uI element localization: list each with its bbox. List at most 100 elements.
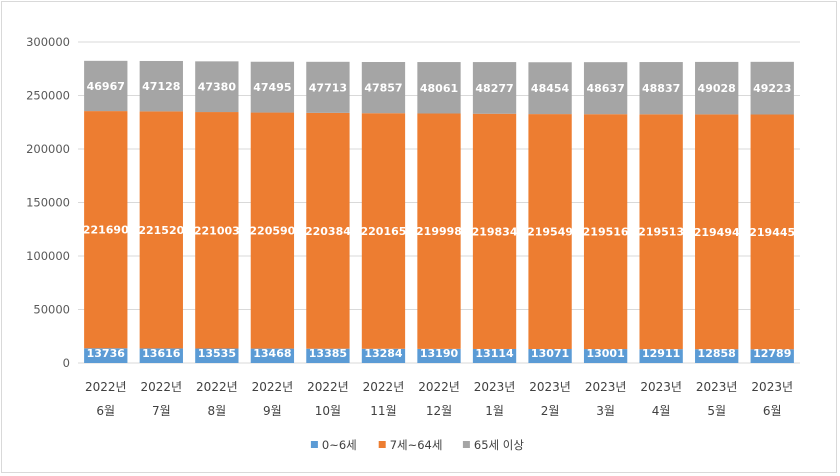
y-tick-label: 150000 xyxy=(26,196,70,210)
bar-segment xyxy=(639,349,683,363)
y-tick-label: 300000 xyxy=(26,35,70,49)
data-label: 220590 xyxy=(249,225,295,238)
bar-segment xyxy=(306,61,350,113)
x-tick-label: 6월 xyxy=(763,404,782,418)
legend-label: 65세 이상 xyxy=(474,438,524,452)
bar-segment xyxy=(583,114,628,350)
x-axis: 2022년 6월 2022년 7월 2022년 8월 2022년 9월 2022년 10월 2022… xyxy=(85,380,793,418)
bar-segment xyxy=(695,114,739,350)
bar-segment xyxy=(472,62,517,114)
data-label: 13385 xyxy=(309,347,347,360)
x-tick-label: 1월 xyxy=(485,404,504,418)
bar-segment xyxy=(361,113,406,349)
x-tick-label: 5월 xyxy=(707,404,726,418)
bar-segment xyxy=(84,60,128,112)
bar-segment xyxy=(195,61,239,113)
bar-segment xyxy=(583,349,628,363)
x-tick-label: 2022년 xyxy=(418,380,460,394)
x-tick-label: 2022년 xyxy=(85,380,127,394)
legend: 0~6세 7세~64세 65세 이상 xyxy=(310,438,524,452)
data-labels: 13736 221690 46967 13616 221520 47128 13535 221… xyxy=(83,80,795,360)
bar-segment xyxy=(472,113,517,349)
data-label: 221520 xyxy=(138,224,184,237)
bar-segment xyxy=(195,112,239,349)
data-label: 13736 xyxy=(87,347,126,360)
x-tick-label: 3월 xyxy=(596,404,615,418)
data-label: 219516 xyxy=(583,226,629,239)
data-label: 13535 xyxy=(198,347,236,360)
legend-label: 0~6세 xyxy=(322,438,357,452)
bar-segment xyxy=(472,348,517,363)
data-label: 46967 xyxy=(87,80,125,93)
y-tick-label: 0 xyxy=(63,356,70,370)
data-label: 13616 xyxy=(142,347,181,360)
bar-segment xyxy=(750,61,794,115)
bar-segment xyxy=(417,113,461,349)
x-tick-label: 2023년 xyxy=(751,380,793,394)
data-label: 49223 xyxy=(753,82,791,95)
data-label: 221690 xyxy=(83,224,129,237)
data-label: 47128 xyxy=(142,80,180,93)
bar-segment xyxy=(139,111,183,349)
data-label: 219549 xyxy=(527,226,573,239)
bar-segment xyxy=(528,114,572,350)
legend-label: 7세~64세 xyxy=(390,438,443,452)
x-tick-label: 12월 xyxy=(426,404,452,418)
data-label: 220165 xyxy=(360,225,406,238)
x-tick-label: 6월 xyxy=(96,404,115,418)
data-label: 47713 xyxy=(309,81,347,94)
data-label: 13284 xyxy=(364,347,403,360)
data-label: 48061 xyxy=(420,82,458,95)
data-label: 47857 xyxy=(364,82,402,95)
data-label: 221003 xyxy=(194,224,240,237)
data-label: 219834 xyxy=(472,225,518,238)
bars xyxy=(84,60,794,363)
bar-segment xyxy=(139,348,183,363)
x-tick-label: 2022년 xyxy=(252,380,294,394)
legend-swatch xyxy=(378,441,386,448)
legend-swatch xyxy=(310,441,318,448)
y-tick-label: 100000 xyxy=(26,249,70,263)
x-tick-label: 9월 xyxy=(263,404,282,418)
x-tick-label: 2023년 xyxy=(529,380,571,394)
x-tick-label: 4월 xyxy=(652,404,671,418)
data-label: 47495 xyxy=(253,81,291,94)
x-tick-label: 10월 xyxy=(315,404,341,418)
x-tick-label: 8월 xyxy=(208,404,227,418)
x-tick-label: 2023년 xyxy=(474,380,516,394)
data-label: 12789 xyxy=(753,347,791,360)
bar-segment xyxy=(639,62,683,115)
x-tick-label: 2월 xyxy=(541,404,560,418)
bar-segment xyxy=(250,348,295,363)
data-label: 48277 xyxy=(475,82,513,95)
x-tick-label: 2023년 xyxy=(640,380,682,394)
legend-swatch xyxy=(462,441,470,448)
data-label: 49028 xyxy=(698,82,736,95)
data-label: 13114 xyxy=(475,347,514,360)
data-label: 219494 xyxy=(694,226,740,239)
bar-segment xyxy=(750,114,794,350)
bar-segment xyxy=(250,61,295,113)
data-label: 13071 xyxy=(531,347,569,360)
bar-segment xyxy=(750,349,794,363)
x-tick-label: 2022년 xyxy=(307,380,349,394)
data-label: 219998 xyxy=(416,225,462,238)
x-tick-label: 2022년 xyxy=(363,380,405,394)
x-tick-label: 2023년 xyxy=(585,380,627,394)
y-tick-label: 50000 xyxy=(33,303,70,317)
bar-segment xyxy=(583,62,628,115)
x-tick-label: 2022년 xyxy=(196,380,238,394)
bar-segment xyxy=(695,349,739,363)
data-label: 13001 xyxy=(586,347,624,360)
data-label: 12858 xyxy=(698,347,736,360)
data-label: 13468 xyxy=(253,347,291,360)
x-tick-label: 2023년 xyxy=(696,380,738,394)
data-label: 48837 xyxy=(642,82,680,95)
bar-segment xyxy=(417,348,461,363)
bar-segment xyxy=(250,112,295,349)
data-label: 219445 xyxy=(749,226,795,239)
bar-segment xyxy=(361,62,406,114)
bar-segment xyxy=(306,112,350,349)
